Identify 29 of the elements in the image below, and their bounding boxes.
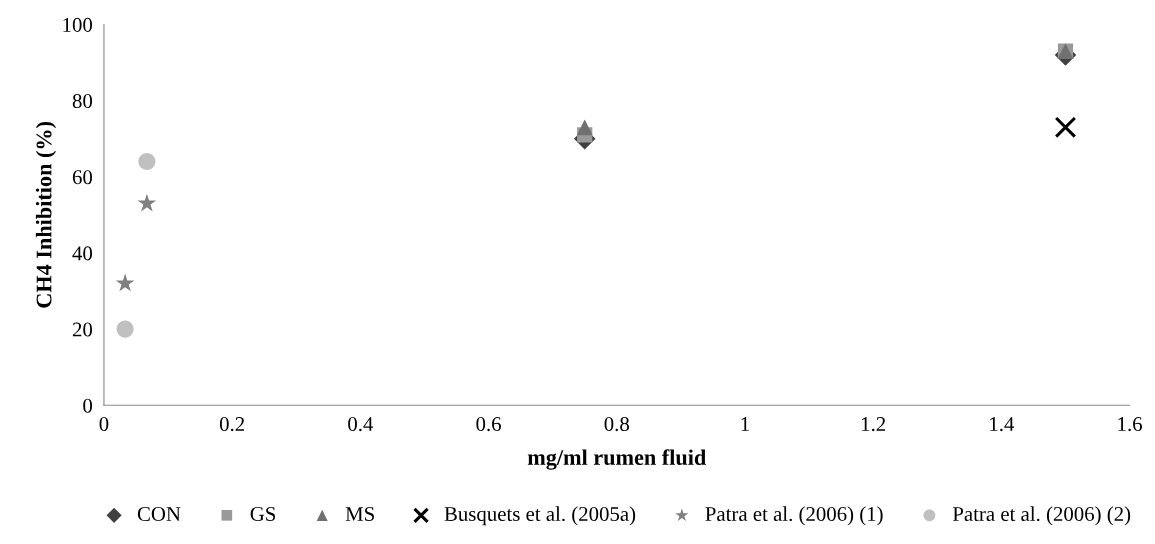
y-tick-label: 60: [72, 170, 93, 185]
legend-label: MS: [345, 507, 374, 522]
y-tick-label: 40: [72, 246, 93, 261]
x-tick-label: 1: [741, 417, 749, 431]
legend-label: Patra et al. (2006) (1): [705, 506, 883, 526]
y-tick-label: 20: [72, 322, 93, 337]
x-tick-label: 1.6: [1118, 417, 1142, 432]
point: [137, 193, 157, 212]
x-tick-label: 0.2: [219, 416, 245, 432]
x-tick-label: 1.2: [861, 417, 886, 432]
point: [115, 273, 135, 292]
point: [138, 153, 156, 171]
legend-label: GS: [250, 507, 276, 522]
legend-label: Patra et al. (2006) (2): [952, 506, 1131, 526]
x-tick-label: 0: [99, 416, 109, 432]
x-tick-label: 1.4: [990, 417, 1015, 432]
y-tick-label: 100: [63, 17, 93, 32]
legend-label: CON: [137, 507, 181, 522]
x-tick-label: 0.8: [604, 416, 629, 432]
point: [1054, 116, 1077, 139]
y-tick-label: 80: [72, 94, 93, 109]
y-axis-title: CH4 Inhibition (%): [35, 122, 57, 308]
x-axis-title: mg/ml rumen fluid: [527, 449, 707, 470]
point: [116, 320, 134, 338]
x-tick-label: 0.4: [348, 416, 374, 432]
y-tick-label: 0: [83, 398, 93, 413]
legend-label: Busquets et al. (2005a): [444, 506, 636, 526]
point: [576, 119, 593, 136]
x-tick-label: 0.6: [476, 416, 501, 432]
